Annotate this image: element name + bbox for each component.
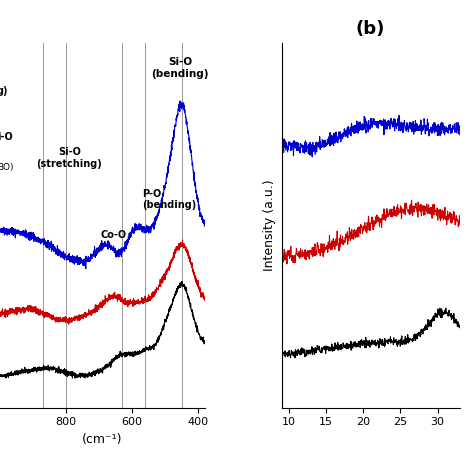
Text: i-O: i-O bbox=[0, 131, 12, 142]
Y-axis label: Intensity (a.u.): Intensity (a.u.) bbox=[263, 179, 276, 271]
Text: g): g) bbox=[0, 86, 8, 96]
Text: Si-O
(bending): Si-O (bending) bbox=[151, 57, 209, 79]
Title: (b): (b) bbox=[356, 20, 385, 38]
Text: BO): BO) bbox=[0, 164, 13, 172]
Text: Si-O
(stretching): Si-O (stretching) bbox=[36, 147, 102, 169]
Text: Co-O: Co-O bbox=[101, 230, 127, 240]
Text: P-O
(bending): P-O (bending) bbox=[142, 189, 196, 210]
X-axis label: (cm⁻¹): (cm⁻¹) bbox=[82, 433, 123, 446]
